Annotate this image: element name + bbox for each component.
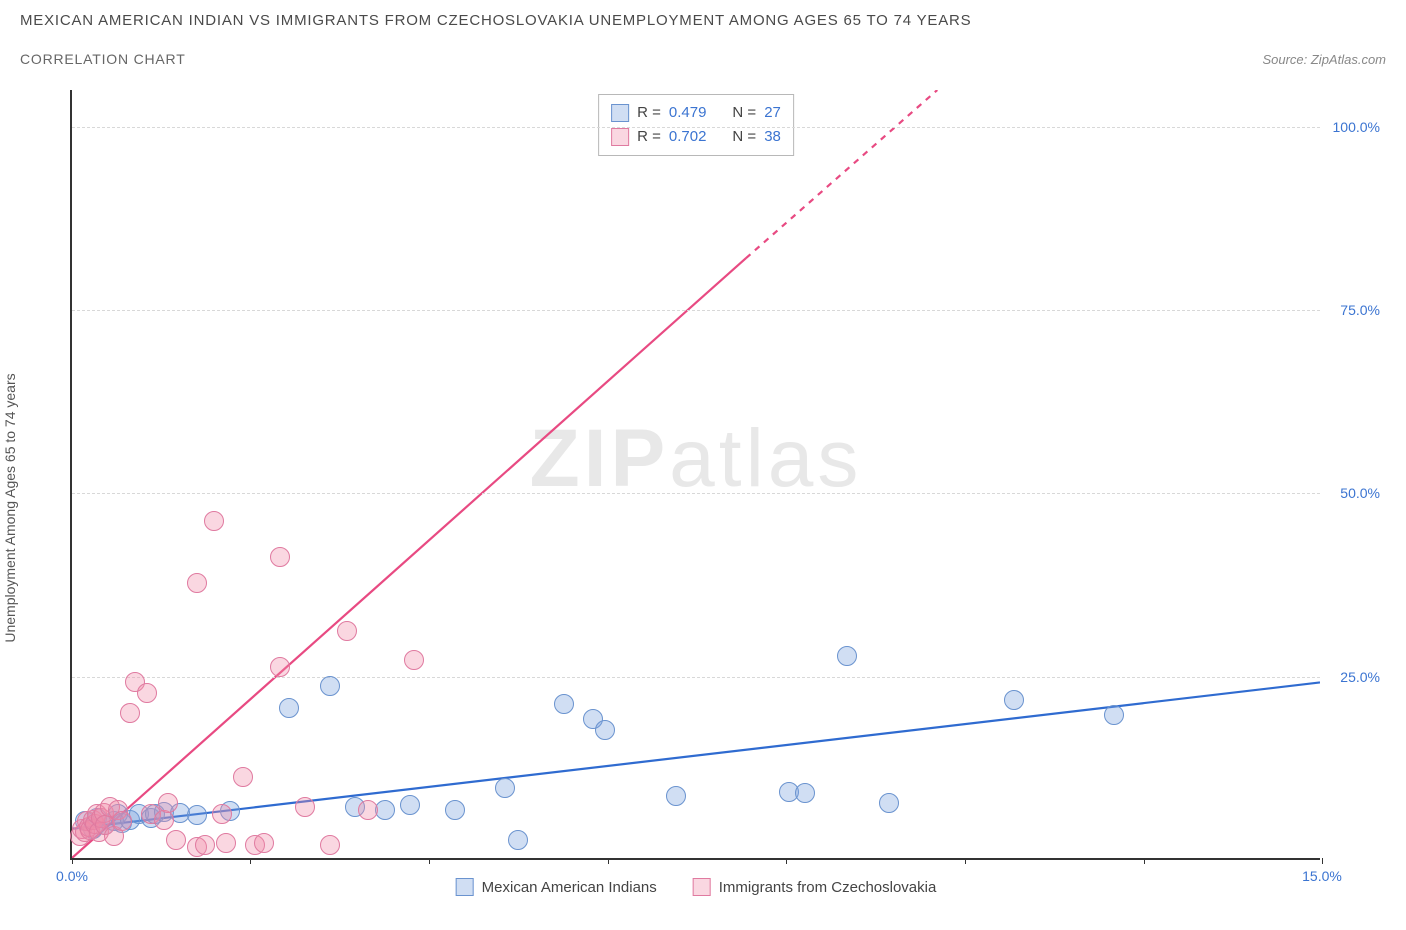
scatter-point [187, 805, 207, 825]
plot-area: ZIPatlas R =0.479N =27R =0.702N =38 25.0… [70, 90, 1320, 860]
watermark: ZIPatlas [530, 412, 863, 506]
r-value: 0.479 [669, 101, 707, 125]
y-tick-label: 50.0% [1340, 485, 1380, 501]
chart-subtitle: CORRELATION CHART [20, 51, 186, 67]
scatter-point [495, 778, 515, 798]
scatter-point [795, 783, 815, 803]
scatter-point [400, 795, 420, 815]
scatter-point [216, 833, 236, 853]
r-value: 0.702 [669, 125, 707, 149]
legend-label: Immigrants from Czechoslovakia [719, 879, 937, 896]
scatter-point [158, 793, 178, 813]
scatter-point [595, 720, 615, 740]
watermark-light: atlas [669, 413, 862, 504]
scatter-point [1104, 705, 1124, 725]
n-label: N = [732, 101, 756, 125]
x-tick [965, 858, 966, 864]
scatter-point [445, 800, 465, 820]
trend-lines-svg [72, 90, 1320, 858]
gridline [72, 677, 1320, 678]
series-swatch [611, 104, 629, 122]
legend-label: Mexican American Indians [482, 879, 657, 896]
scatter-point [112, 811, 132, 831]
scatter-point [233, 767, 253, 787]
chart-area: Unemployment Among Ages 65 to 74 years Z… [20, 90, 1386, 910]
scatter-point [320, 835, 340, 855]
n-value: 38 [764, 125, 781, 149]
scatter-point [879, 793, 899, 813]
scatter-point [1004, 690, 1024, 710]
scatter-point [837, 646, 857, 666]
scatter-point [320, 676, 340, 696]
y-axis-label: Unemployment Among Ages 65 to 74 years [2, 373, 18, 642]
scatter-point [666, 786, 686, 806]
stats-legend-box: R = 0.479 N = 27 R = 0.702 N = 38 [598, 94, 794, 156]
n-label: N = [732, 125, 756, 149]
x-tick [250, 858, 251, 864]
series-swatch [611, 128, 629, 146]
x-tick-label: 15.0% [1302, 868, 1342, 884]
scatter-point [279, 698, 299, 718]
scatter-point [295, 797, 315, 817]
scatter-point [187, 573, 207, 593]
scatter-point [358, 800, 378, 820]
x-tick [1144, 858, 1145, 864]
gridline [72, 310, 1320, 311]
scatter-point [166, 830, 186, 850]
watermark-bold: ZIP [530, 413, 670, 504]
scatter-point [270, 547, 290, 567]
scatter-point [195, 835, 215, 855]
stats-row: R = 0.479 N = 27 [611, 101, 781, 125]
legend-swatch [693, 878, 711, 896]
scatter-point [337, 621, 357, 641]
n-value: 27 [764, 101, 781, 125]
scatter-point [508, 830, 528, 850]
stats-row: R = 0.702 N = 38 [611, 125, 781, 149]
chart-header: MEXICAN AMERICAN INDIAN VS IMMIGRANTS FR… [0, 0, 1406, 67]
r-label: R = [637, 125, 661, 149]
scatter-point [212, 804, 232, 824]
gridline [72, 493, 1320, 494]
x-tick [608, 858, 609, 864]
x-tick [429, 858, 430, 864]
scatter-point [204, 511, 224, 531]
x-tick [72, 858, 73, 864]
x-tick [1322, 858, 1323, 864]
legend-item: Immigrants from Czechoslovakia [693, 878, 937, 896]
r-label: R = [637, 101, 661, 125]
scatter-point [270, 657, 290, 677]
y-tick-label: 75.0% [1340, 302, 1380, 318]
scatter-point [554, 694, 574, 714]
gridline [72, 127, 1320, 128]
legend-item: Mexican American Indians [456, 878, 657, 896]
bottom-legend: Mexican American Indians Immigrants from … [456, 878, 937, 896]
y-tick-label: 25.0% [1340, 669, 1380, 685]
scatter-point [404, 650, 424, 670]
y-tick-label: 100.0% [1333, 119, 1380, 135]
x-tick-label: 0.0% [56, 868, 88, 884]
scatter-point [254, 833, 274, 853]
legend-swatch [456, 878, 474, 896]
chart-title: MEXICAN AMERICAN INDIAN VS IMMIGRANTS FR… [20, 12, 1386, 29]
scatter-point [137, 683, 157, 703]
chart-source: Source: ZipAtlas.com [1262, 52, 1386, 67]
x-tick [786, 858, 787, 864]
scatter-point [120, 703, 140, 723]
scatter-point [154, 810, 174, 830]
